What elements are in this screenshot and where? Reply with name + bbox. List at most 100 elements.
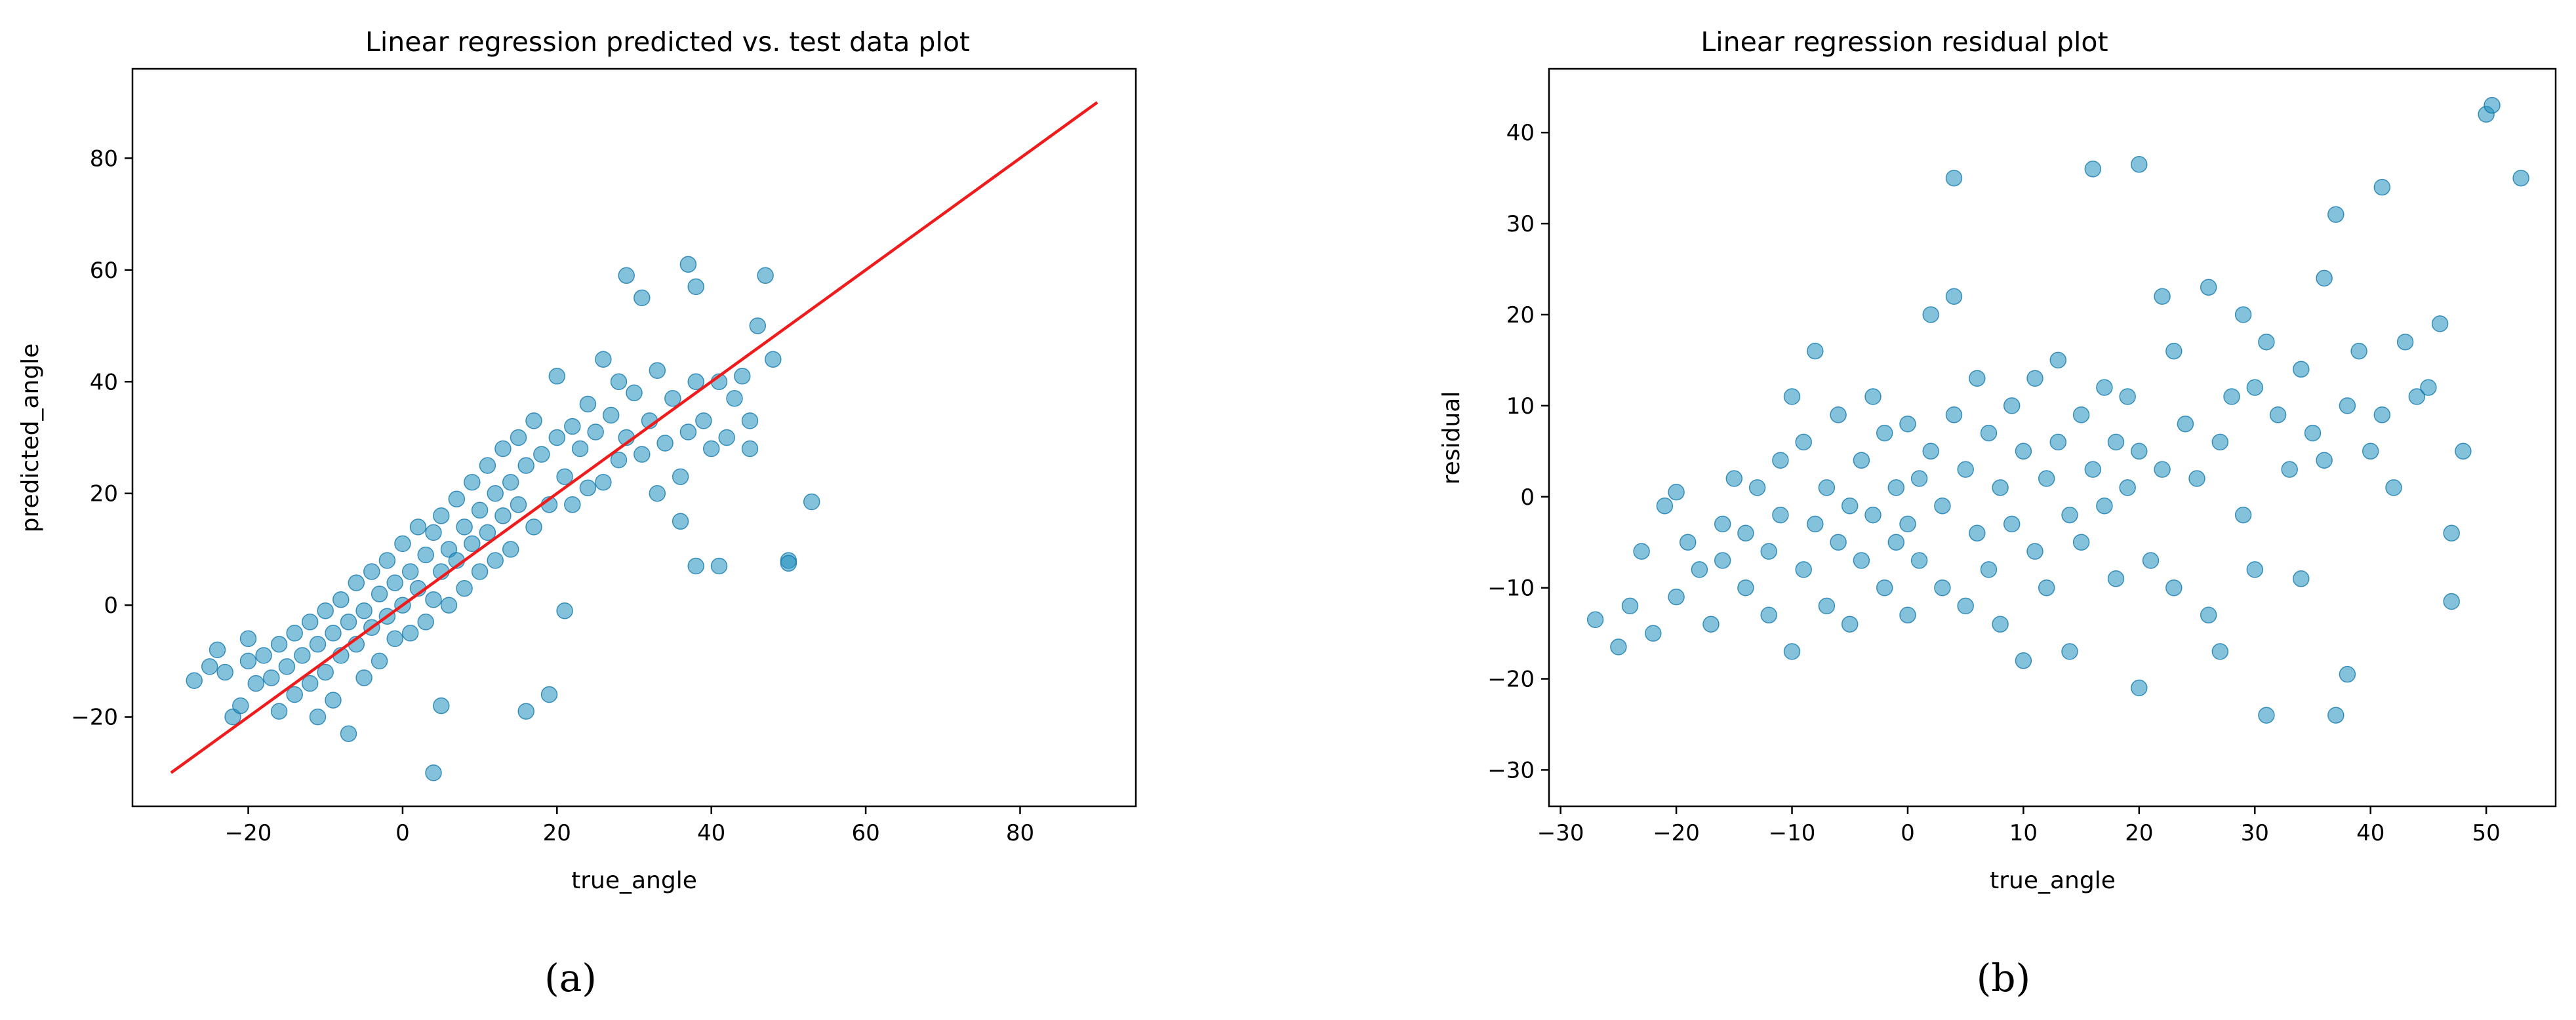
chart-a-point — [510, 429, 527, 446]
chart-a-point — [672, 513, 689, 530]
chart-b-point — [1807, 342, 1824, 360]
chart-b-x-tick-label: 0 — [1901, 820, 1915, 846]
chart-b-point — [2443, 593, 2460, 610]
chart-b-point — [1864, 506, 1882, 524]
chart-a-point — [664, 390, 681, 407]
chart-a-point — [595, 351, 612, 368]
chart-b-x-ticks: −30 −20 −10 0 10 20 30 40 50 — [1537, 806, 2501, 846]
chart-a-point — [401, 563, 419, 580]
chart-b-point — [1830, 406, 1847, 423]
chart-a-y-ticks: −20 0 20 40 60 80 — [71, 146, 132, 731]
chart-a-point — [626, 384, 643, 402]
chart-a-point — [579, 395, 597, 413]
chart-b-point — [2246, 561, 2264, 578]
chart-b-y-tick-label: 30 — [1506, 211, 1535, 237]
chart-b-point — [2177, 415, 2194, 433]
chart-b-x-tick-label: 30 — [2241, 820, 2269, 846]
chart-b-point — [1841, 497, 1859, 515]
chart-b-point — [1818, 597, 1836, 615]
chart-b-x-tick-label: −20 — [1653, 820, 1700, 846]
chart-b-point — [1783, 388, 1801, 405]
chart-a-point — [718, 429, 735, 446]
chart-a-point — [479, 457, 496, 474]
chart-b-point — [1818, 479, 1836, 496]
chart-a-point — [602, 406, 620, 424]
chart-a-point — [348, 574, 365, 591]
chart-a-point — [556, 602, 573, 619]
chart-a-point — [679, 256, 697, 273]
chart-b-point — [1934, 579, 1951, 597]
chart-a-point — [525, 519, 542, 536]
chart-b-point — [1887, 479, 1905, 496]
chart-b-point — [2293, 570, 2310, 587]
chart-b-point — [2038, 470, 2055, 487]
chart-b-point — [2293, 361, 2310, 378]
chart-b-point — [2072, 534, 2090, 551]
chart-b-point — [2026, 370, 2043, 387]
chart-b-point — [2304, 424, 2322, 442]
chart-b-point — [1864, 388, 1882, 405]
chart-b-y-tick-label: 10 — [1506, 393, 1535, 420]
chart-a-point — [610, 451, 628, 469]
chart-a-point — [571, 440, 589, 458]
chart-b-point — [2373, 178, 2391, 196]
chart-a-point — [456, 579, 473, 597]
chart-b-point — [2131, 156, 2148, 173]
chart-a-point — [710, 557, 728, 575]
chart-a-point — [409, 519, 427, 536]
chart-a-point — [540, 686, 558, 703]
chart-a-point — [317, 602, 334, 619]
chart-b-point — [2431, 315, 2449, 332]
chart-a-x-tick-label: −20 — [225, 820, 272, 846]
chart-a-x-ticks: −20 0 20 40 60 80 — [225, 806, 1034, 846]
chart-a-point — [433, 697, 450, 715]
chart-b-point — [2316, 269, 2333, 287]
chart-b-point — [2119, 388, 2136, 405]
chart-b-point — [1772, 452, 1789, 469]
chart-a-point — [270, 636, 288, 653]
chart-b-x-tick-label: −10 — [1769, 820, 1816, 846]
chart-a-point — [471, 501, 489, 519]
chart-b-point — [2142, 552, 2160, 569]
chart-panel-a: Linear regression predicted vs. test dat… — [17, 26, 1137, 1000]
chart-b-point — [1795, 433, 1812, 451]
chart-a-point — [610, 373, 628, 391]
chart-b-point — [2443, 524, 2460, 542]
chart-a-point — [556, 468, 573, 485]
chart-b-point — [2246, 379, 2264, 396]
chart-b-point — [1668, 484, 1685, 501]
chart-a-point — [309, 708, 327, 726]
chart-a-point — [618, 267, 635, 284]
chart-a-point — [309, 636, 327, 653]
chart-b-point — [1783, 643, 1801, 660]
chart-a-point — [456, 519, 473, 536]
chart-a-point — [340, 725, 357, 742]
chart-b-point — [2455, 442, 2472, 460]
chart-a-point — [278, 658, 296, 675]
chart-a-point — [247, 675, 265, 692]
chart-a-point — [502, 473, 519, 491]
chart-a-point — [634, 446, 651, 463]
chart-a-point — [239, 630, 257, 648]
chart-a-y-tick-label: −20 — [71, 705, 118, 731]
chart-b-point — [1807, 515, 1824, 533]
chart-b-point — [1887, 534, 1905, 551]
chart-a-panel-label: (a) — [544, 956, 597, 1000]
chart-a-point — [510, 496, 527, 513]
chart-b-x-label: true_angle — [1990, 867, 2116, 894]
chart-b-x-tick-label: 40 — [2356, 820, 2385, 846]
chart-b-point — [2408, 388, 2426, 405]
chart-b-point — [1934, 497, 1951, 515]
chart-a-point — [425, 524, 442, 541]
chart-b-point — [2258, 707, 2275, 724]
chart-b-panel-label: (b) — [1977, 956, 2030, 1000]
chart-b-x-tick-label: −30 — [1537, 820, 1584, 846]
chart-b-point — [2165, 579, 2183, 597]
chart-b-point — [1714, 552, 1731, 569]
chart-b-point — [2234, 306, 2252, 323]
chart-b-point — [2396, 333, 2414, 351]
chart-b-point — [1980, 424, 1998, 442]
chart-a-point — [517, 703, 534, 720]
chart-b-point — [1737, 524, 1754, 542]
chart-b-point — [2165, 342, 2183, 360]
